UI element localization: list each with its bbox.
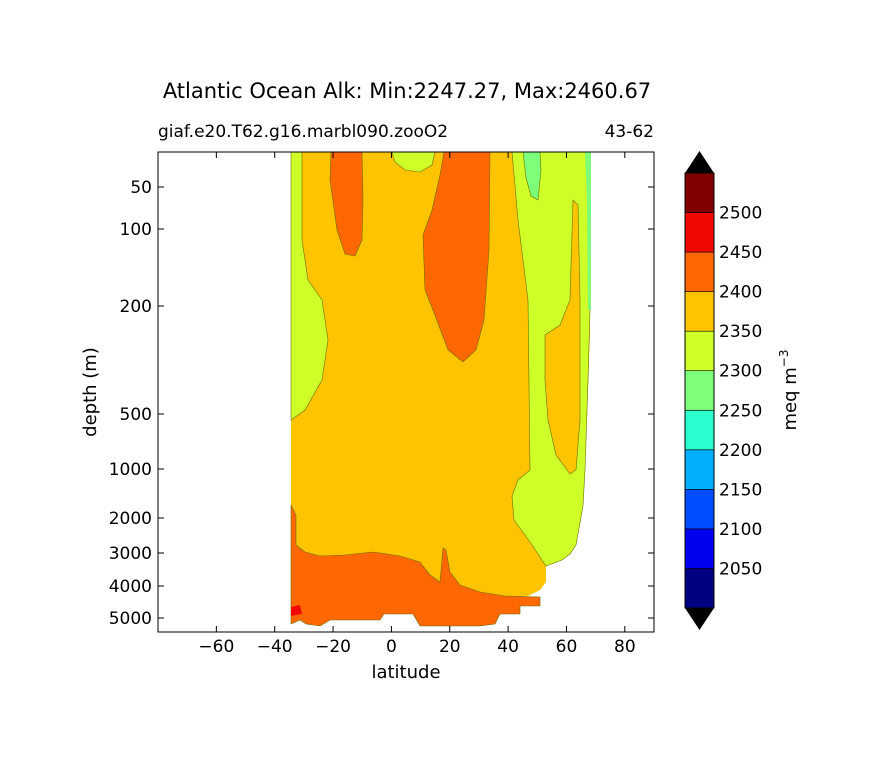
colorbar-tick-label: 2400 <box>719 283 762 303</box>
colorbar-tick-label: 2050 <box>719 559 762 579</box>
colorbar-swatch <box>685 331 714 371</box>
contour-field <box>291 152 591 626</box>
chart-subtitle-right: 43-62 <box>605 122 654 142</box>
colorbar-extend-max <box>685 151 714 173</box>
x-tick-label: 20 <box>439 637 461 657</box>
plot-area: −60 −40 −20 0 20 40 60 80 50 100 200 500 1000 2000 30… <box>109 152 654 657</box>
y-tick-label: 1000 <box>109 460 152 480</box>
x-axis-label: latitude <box>371 662 440 683</box>
colorbar-tick-label: 2200 <box>719 441 762 461</box>
y-tick-label: 4000 <box>109 577 152 597</box>
colorbar-swatch <box>685 529 714 569</box>
y-tick-label: 200 <box>120 297 152 317</box>
colorbar-tick-label: 2450 <box>719 243 762 263</box>
colorbar-tick-label: 2250 <box>719 401 762 421</box>
chart-subtitle-left: giaf.e20.T62.g16.marbl090.zooO2 <box>158 122 448 142</box>
colorbar-swatch <box>685 410 714 450</box>
y-tick-label: 100 <box>120 220 152 240</box>
x-tick-label: 80 <box>614 637 636 657</box>
colorbar-swatch <box>685 252 714 292</box>
y-tick-label: 5000 <box>109 609 152 629</box>
y-axis-label: depth (m) <box>80 347 101 437</box>
colorbar: 2050 2100 2150 2200 2250 2300 2350 2400 2450 2500 <box>685 151 762 630</box>
colorbar-swatch <box>685 568 714 608</box>
x-tick-label: −60 <box>198 637 234 657</box>
x-tick-label: 60 <box>556 637 578 657</box>
colorbar-tick-label: 2300 <box>719 362 762 382</box>
colorbar-swatch <box>685 173 714 213</box>
x-tick-label: −20 <box>315 637 351 657</box>
x-tick-label: −40 <box>257 637 293 657</box>
chart-title: Atlantic Ocean Alk: Min:2247.27, Max:246… <box>163 79 651 103</box>
colorbar-tick-label: 2500 <box>719 204 762 224</box>
colorbar-swatch <box>685 213 714 253</box>
x-tick-label: 40 <box>497 637 519 657</box>
colorbar-swatch <box>685 450 714 490</box>
colorbar-tick-label: 2350 <box>719 322 762 342</box>
colorbar-swatch <box>685 371 714 411</box>
y-tick-label: 500 <box>120 405 152 425</box>
y-tick-label: 3000 <box>109 544 152 564</box>
colorbar-swatch <box>685 489 714 529</box>
colorbar-extend-min <box>685 608 714 630</box>
x-tick-label: 0 <box>386 637 397 657</box>
colorbar-label: meq m−3 <box>777 350 801 431</box>
colorbar-tick-label: 2100 <box>719 520 762 540</box>
colorbar-swatch <box>685 292 714 332</box>
y-tick-label: 2000 <box>109 509 152 529</box>
colorbar-tick-label: 2150 <box>719 480 762 500</box>
y-tick-label: 50 <box>130 178 152 198</box>
